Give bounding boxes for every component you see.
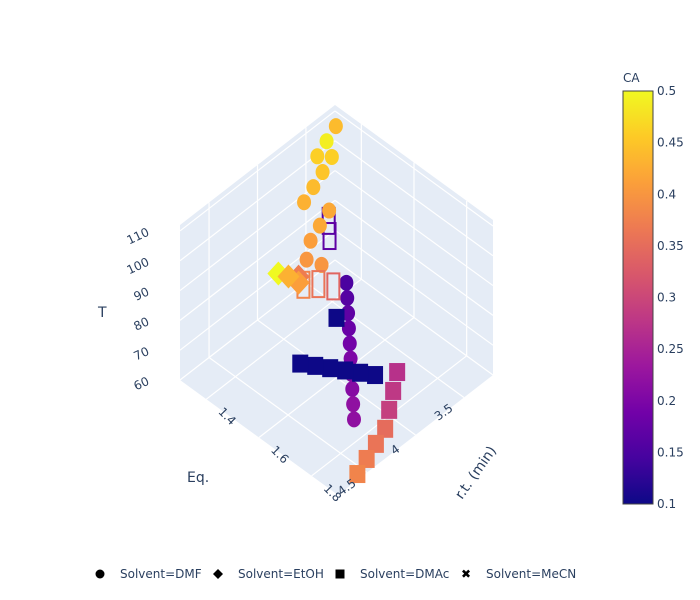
marker-x [311,270,326,299]
z-gridline [179,110,336,232]
colorbar-tick-label: 0.1 [657,497,676,511]
gridlines [179,110,494,477]
marker-square [337,361,354,380]
marker-square [381,400,398,419]
z-gridline [179,199,336,321]
colorbar-tick-label: 0.2 [657,394,676,408]
z-gridline [334,110,494,227]
marker-circle [310,148,325,165]
marker-square [385,381,402,400]
marker-circle [339,274,354,291]
marker-circle [324,148,339,165]
marker-x [322,222,337,251]
3d-scene[interactable] [179,105,494,495]
z-gridline [334,259,494,376]
marker-circle [306,179,321,196]
colorbar-tick-label: 0.25 [657,342,684,356]
marker-square [367,434,384,453]
colorbar-gradient [622,90,654,505]
marker-circle [341,320,356,337]
marker-circle [346,396,361,413]
marker-circle [315,164,330,181]
marker-square [322,359,339,378]
data-markers [267,118,406,484]
marker-circle [341,305,356,322]
colorbar-ticks: 0.1 0.15 0.2 0.25 0.3 0.35 0.4 0.45 0.5 [657,84,684,511]
marker-circle [299,251,314,268]
marker-square [307,356,324,375]
z-tick-label: 100 [125,255,152,277]
marker-diamond [277,264,300,289]
marker-square [367,366,384,385]
z-tick-label: 80 [132,314,152,333]
colorbar: CA 0.1 0.15 0.2 0.25 0.3 0.35 0.4 0.45 0.5 [622,71,684,511]
marker-circle [297,194,312,211]
colorbar-tick-label: 0.45 [657,136,684,150]
marker-circle [340,290,355,306]
marker-square [328,308,345,327]
colorbar-title: CA [623,71,640,85]
z-tick-label: 90 [132,285,152,304]
marker-circle [342,335,357,352]
y-axis-title: Eq. [187,470,209,486]
z-axis-ticks: 60 70 80 90 100 110 [125,225,152,393]
marker-x [326,272,341,301]
circle-icon [95,569,105,579]
colorbar-tick-label: 0.15 [657,445,684,459]
legend-label: Solvent=DMF [120,567,202,581]
z-tick-label: 110 [125,225,152,247]
colorbar-tick-label: 0.35 [657,239,684,253]
z-gridline [334,229,494,346]
marker-circle [303,232,318,249]
marker-circle [346,411,361,428]
colorbar-tick-label: 0.4 [657,187,676,201]
marker-circle [312,217,327,234]
colorbar-tick-label: 0.3 [657,291,676,305]
z-gridline [179,140,336,262]
marker-circle [322,202,337,219]
legend-label: Solvent=EtOH [238,567,324,581]
marker-square [358,449,375,468]
marker-circle [319,133,334,150]
z-gridline [179,229,336,351]
z-axis-title: T [97,305,107,321]
marker-circle [328,118,343,135]
legend-item[interactable]: Solvent=EtOH [213,567,324,581]
z-gridline [334,199,494,316]
legend-label: Solvent=DMAc [360,567,449,581]
marker-square [389,363,406,382]
diamond-icon [213,569,223,579]
marker-circle [345,381,360,397]
z-gridline [334,140,494,257]
marker-square [377,419,394,438]
legend-item[interactable]: Solvent=DMAc [335,567,450,581]
legend-label: Solvent=MeCN [486,567,576,581]
marker-square [352,363,369,382]
x-axis-title: r.t. (min) [452,443,500,502]
legend-item[interactable]: ✖ Solvent=MeCN [461,567,576,581]
square-icon [335,569,345,579]
legend: Solvent=DMF Solvent=EtOH Solvent=DMAc ✖ Solv… [95,567,576,581]
marker-square [292,354,309,373]
colorbar-tick-label: 0.5 [657,84,676,98]
z-tick-label: 70 [132,344,152,363]
marker-square [349,465,366,484]
legend-item[interactable]: Solvent=DMF [95,567,202,581]
y-gridline [208,357,368,473]
x-icon: ✖ [461,567,471,581]
y-gridline [305,282,465,398]
marker-circle [314,256,329,273]
z-gridline [334,170,494,287]
z-tick-label: 60 [132,374,152,393]
